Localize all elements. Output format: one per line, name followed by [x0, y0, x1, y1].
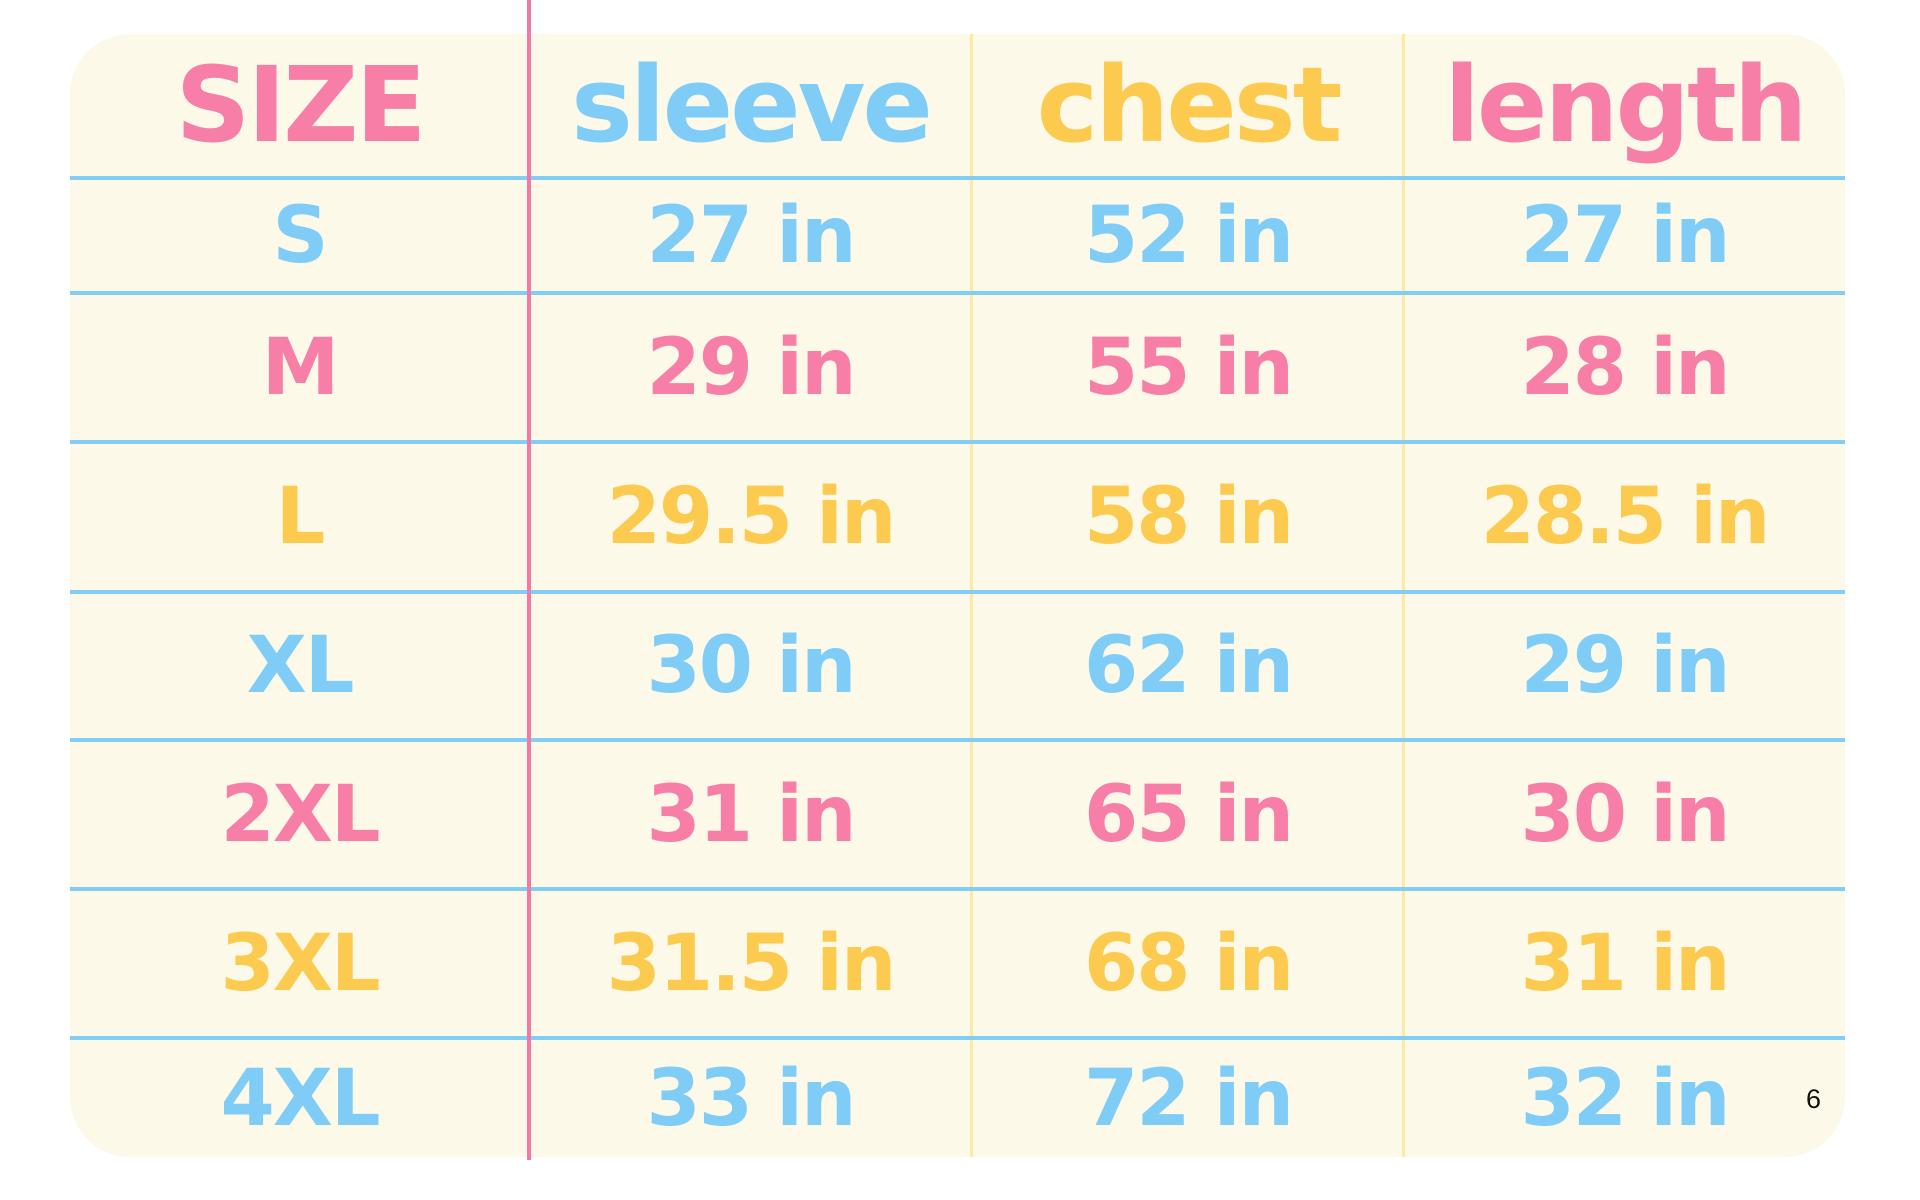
cell-size: XL — [70, 594, 529, 742]
size-grid: SIZE sleeve chest length S 27 in 52 in 27 in M 29… — [70, 34, 1845, 1157]
column-divider — [970, 34, 973, 1157]
cell-length: 28.5 in — [1404, 444, 1845, 594]
size-column-divider — [527, 0, 531, 1160]
cell-length: 27 in — [1404, 180, 1845, 295]
header-chest: chest — [972, 34, 1404, 180]
page-number: 6 — [1806, 1084, 1822, 1114]
cell-sleeve: 31.5 in — [529, 891, 972, 1040]
cell-chest: 55 in — [972, 295, 1404, 444]
cell-size: S — [70, 180, 529, 295]
cell-sleeve: 31 in — [529, 742, 972, 891]
header-length: length — [1404, 34, 1845, 180]
cell-length: 32 in — [1520, 1053, 1731, 1144]
cell-sleeve: 30 in — [529, 594, 972, 742]
column-divider — [1402, 34, 1405, 1157]
header-sleeve: sleeve — [529, 34, 972, 180]
cell-size: 4XL — [220, 1053, 380, 1144]
cell-size: 2XL — [70, 742, 529, 891]
cell-size: 3XL — [70, 891, 529, 1040]
cell-chest: 72 in — [1084, 1053, 1294, 1144]
cell-length: 29 in — [1404, 594, 1845, 742]
cell-chest: 58 in — [972, 444, 1404, 594]
cell-sleeve: 29.5 in — [529, 444, 972, 594]
cell-length: 28 in — [1404, 295, 1845, 444]
cell-sleeve: 29 in — [529, 295, 972, 444]
header-size: SIZE — [70, 34, 529, 180]
cell-chest: 68 in — [972, 891, 1404, 1040]
cell-chest: 62 in — [972, 594, 1404, 742]
size-chart-table: SIZE sleeve chest length S 27 in 52 in 27 in M 29… — [70, 34, 1845, 1157]
cell-sleeve: 27 in — [529, 180, 972, 295]
cell-chest: 65 in — [972, 742, 1404, 891]
cell-chest: 52 in — [972, 180, 1404, 295]
cell-length: 30 in — [1404, 742, 1845, 891]
cell-size: M — [70, 295, 529, 444]
cell-length: 31 in — [1404, 891, 1845, 1040]
cell-sleeve: 33 in — [646, 1053, 857, 1144]
cell-size: L — [70, 444, 529, 594]
